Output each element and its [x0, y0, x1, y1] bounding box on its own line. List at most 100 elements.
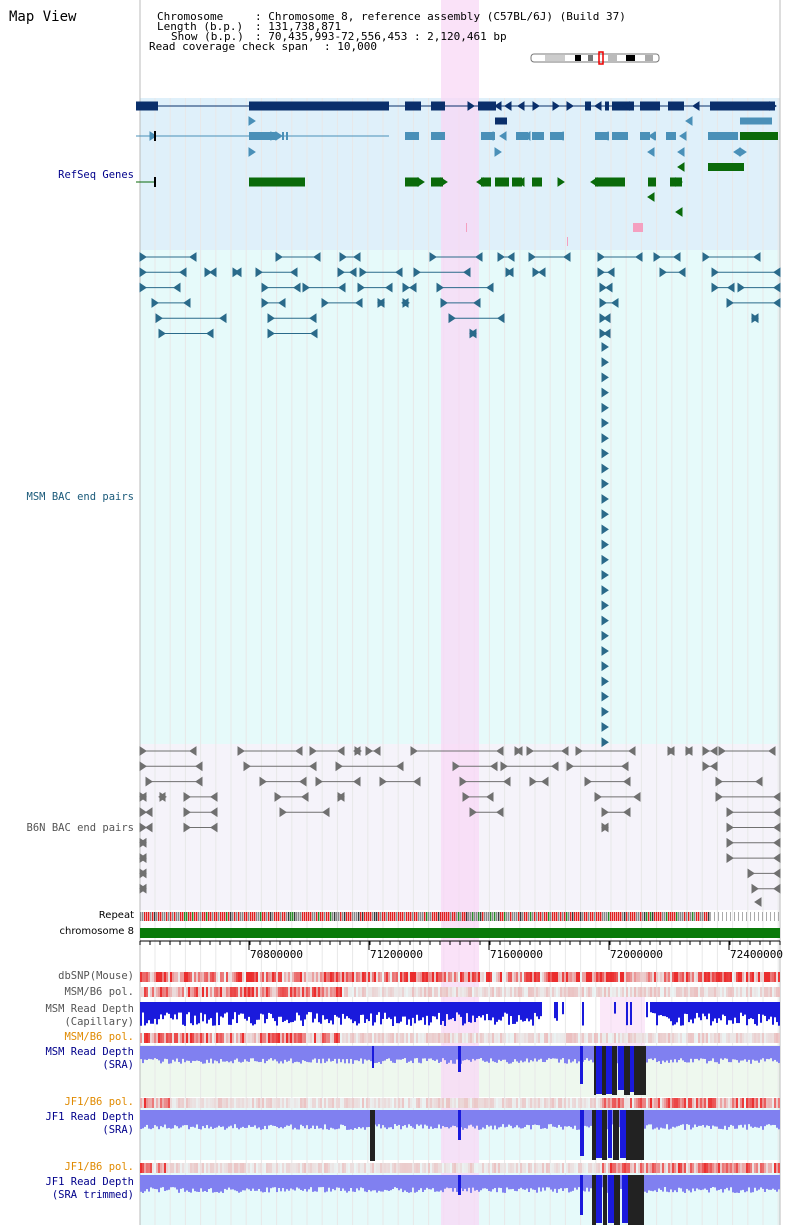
- repeat-feature: [316, 912, 318, 921]
- msm-b6-pol2-heat: [230, 1033, 232, 1043]
- track-label-msm-depth-capillary[interactable]: MSM Read Depth (Capillary): [45, 1003, 134, 1028]
- msm-b6-pol-heat: [622, 987, 624, 997]
- msm-b6-pol-heat: [624, 987, 626, 997]
- msm-b6-pol-heat: [460, 987, 462, 997]
- jf1-b6-pol2-heat: [602, 1163, 604, 1173]
- dbsnp-heat: [608, 972, 610, 982]
- dbsnp-heat: [472, 972, 474, 982]
- msm-b6-pol-heat: [618, 987, 620, 997]
- dbsnp-heat: [640, 972, 642, 982]
- length-value: : 131,738,871: [255, 20, 342, 33]
- track-label-msm-b6-pol-1[interactable]: MSM/B6 pol.: [64, 986, 134, 998]
- msm-b6-pol-heat: [606, 987, 608, 997]
- msm-capillary-depth-bar: [216, 1002, 218, 1013]
- b6n-bac-pair-end: [751, 883, 759, 894]
- msm-b6-pol-heat: [506, 987, 508, 997]
- gene-strand-arrow: [679, 131, 687, 141]
- dbsnp-heat: [192, 972, 194, 982]
- jf1-b6-pol-heat: [420, 1098, 422, 1108]
- msm-capillary-depth-bar: [232, 1002, 234, 1020]
- jf1-trim-depth: [286, 1175, 288, 1190]
- dbsnp-heat: [148, 972, 150, 982]
- msm-capillary-depth-bar: [554, 1002, 556, 1019]
- jf1-sra-depth: [718, 1110, 720, 1129]
- repeat-feature: [270, 912, 272, 921]
- track-label-refseq[interactable]: RefSeq Genes: [58, 169, 134, 181]
- jf1-sra-depth: [368, 1110, 370, 1128]
- jf1-b6-pol-heat: [186, 1098, 188, 1108]
- msm-b6-pol-heat: [672, 987, 674, 997]
- b6n-bac-pair-end: [566, 761, 574, 772]
- track-label-dbsnp[interactable]: dbSNP(Mouse): [58, 970, 134, 982]
- track-label-msm-depth-sra[interactable]: MSM Read Depth (SRA): [45, 1046, 134, 1071]
- track-label-msm-b6-pol-2[interactable]: MSM/B6 pol.: [64, 1031, 134, 1043]
- msm-capillary-depth-bar: [176, 1002, 178, 1020]
- track-label-jf1-b6-pol-2[interactable]: JF1/B6 pol.: [64, 1161, 134, 1173]
- jf1-sra-depth: [544, 1110, 546, 1129]
- msm-capillary-depth-bar: [144, 1002, 146, 1026]
- msm-capillary-depth-bar: [204, 1002, 206, 1015]
- jf1-trim-depth: [230, 1175, 232, 1190]
- msm-bac-end: [601, 418, 609, 428]
- msm-capillary-depth-bar: [508, 1002, 510, 1025]
- jf1-b6-pol-heat: [520, 1098, 522, 1108]
- jf1-b6-pol-heat: [530, 1098, 532, 1108]
- jf1-b6-pol2-heat: [202, 1163, 204, 1173]
- jf1-trim-depth: [400, 1175, 402, 1189]
- track-label-jf1-b6-pol-1[interactable]: JF1/B6 pol.: [64, 1096, 134, 1108]
- repeat-feature: [424, 912, 426, 921]
- jf1-b6-pol-heat: [180, 1098, 182, 1108]
- jf1-b6-pol-heat: [212, 1098, 214, 1108]
- msm-b6-pol-heat: [568, 987, 570, 997]
- jf1-b6-pol-heat: [318, 1098, 320, 1108]
- jf1-b6-pol2-heat: [652, 1163, 654, 1173]
- jf1-b6-pol2-heat: [732, 1163, 734, 1173]
- msm-b6-pol-heat: [638, 987, 640, 997]
- msm-capillary-depth-bar: [664, 1002, 666, 1017]
- jf1-sra-depth: [676, 1110, 678, 1127]
- jf1-b6-pol2-heat: [554, 1163, 556, 1173]
- jf1-trim-depth: [708, 1175, 710, 1193]
- jf1-b6-pol2-heat: [626, 1163, 628, 1173]
- b6n-bac-pair-end: [337, 746, 345, 756]
- jf1-b6-pol-heat: [534, 1098, 536, 1108]
- msm-sra-depth: [656, 1046, 658, 1063]
- dbsnp-heat: [726, 972, 728, 982]
- track-label-jf1-depth-sra[interactable]: JF1 Read Depth (SRA): [45, 1111, 134, 1136]
- jf1-b6-pol2-heat: [180, 1163, 182, 1173]
- msm-b6-pol-heat: [456, 987, 458, 997]
- msm-sra-depth: [168, 1046, 170, 1064]
- b6n-bac-pair-end: [628, 746, 636, 756]
- msm-capillary-depth-bar: [410, 1002, 412, 1026]
- jf1-b6-pol-heat: [152, 1098, 154, 1108]
- jf1-b6-pol2-heat: [760, 1163, 762, 1173]
- jf1-b6-pol2-heat: [762, 1163, 764, 1173]
- msm-b6-pol-heat: [362, 987, 364, 997]
- jf1-b6-pol2-heat: [538, 1163, 540, 1173]
- jf1-b6-pol2-heat: [458, 1163, 460, 1173]
- jf1-b6-pol-heat: [294, 1098, 296, 1108]
- repeat-feature: [388, 912, 390, 921]
- dbsnp-heat: [408, 972, 410, 982]
- jf1-b6-pol-heat: [528, 1098, 530, 1108]
- msm-capillary-depth-bar: [722, 1002, 724, 1015]
- repeat-feature: [386, 912, 388, 921]
- msm-sra-depth: [732, 1046, 734, 1060]
- jf1-b6-pol-heat: [704, 1098, 706, 1108]
- dbsnp-heat: [722, 972, 724, 982]
- track-label-jf1-depth-trimmed[interactable]: JF1 Read Depth (SRA trimmed): [45, 1176, 134, 1201]
- track-label-msm-bac[interactable]: MSM BAC end pairs: [26, 491, 134, 503]
- msm-sra-depth: [308, 1046, 310, 1063]
- gene-exon: [249, 177, 305, 187]
- jf1-sra-depth: [182, 1110, 184, 1126]
- jf1-trim-depth: [724, 1175, 726, 1190]
- msm-bac-pair-end: [497, 252, 505, 262]
- jf1-b6-pol2-heat: [756, 1163, 758, 1173]
- track-label-b6n-bac[interactable]: B6N BAC end pairs: [26, 822, 134, 834]
- repeat-feature: [262, 912, 264, 921]
- dbsnp-heat: [390, 972, 392, 982]
- dbsnp-heat: [454, 972, 456, 982]
- jf1-trim-depth: [178, 1175, 180, 1193]
- jf1-b6-pol2-heat: [518, 1163, 520, 1173]
